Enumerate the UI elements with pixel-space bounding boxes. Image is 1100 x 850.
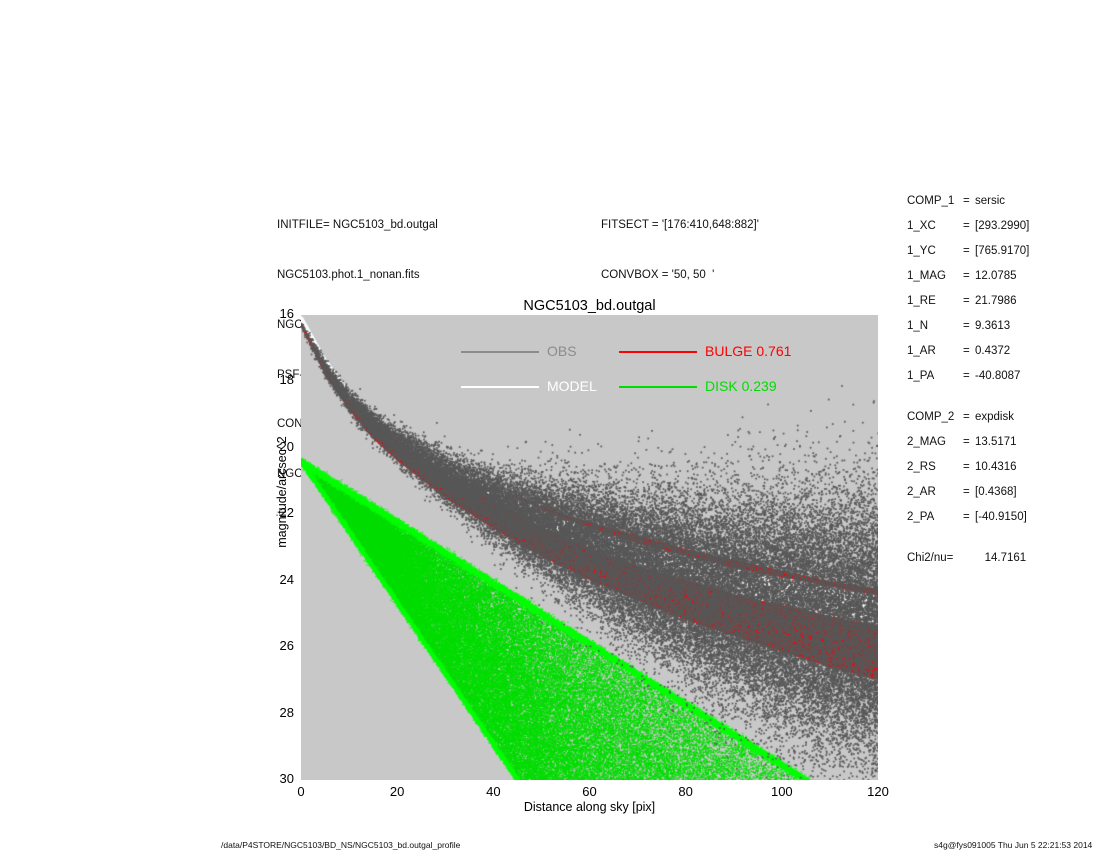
param-equals: = (963, 486, 970, 498)
param-key: 1_N (907, 320, 929, 332)
legend-label-bulge: BULGE 0.761 (705, 343, 792, 359)
x-tick-label: 60 (582, 784, 597, 799)
x-tick-label: 80 (678, 784, 693, 799)
y-tick-label: 22 (279, 505, 294, 521)
legend-label-obs: OBS (547, 343, 577, 359)
param-row: 1_YC = [765.9170] (907, 239, 1029, 264)
legend-label-disk: DISK 0.239 (705, 378, 777, 394)
footer-file-path: /data/P4STORE/NGC5103/BD_NS/NGC5103_bd.o… (221, 840, 461, 850)
param-row: 2_AR = [0.4368] (907, 480, 1029, 505)
footer-timestamp: s4g@fys091005 Thu Jun 5 22:21:53 2014 (934, 840, 1093, 850)
legend-line-bulge (619, 351, 697, 353)
y-tick-label: 16 (279, 306, 294, 321)
y-tick-label: 30 (279, 771, 294, 786)
header-mid-line: FITSECT = '[176:410,648:882]' (601, 219, 759, 232)
param-equals: = (963, 370, 970, 382)
param-value: 9.3613 (975, 320, 1011, 332)
param-row: 2_MAG = 13.5171 (907, 430, 1029, 455)
y-axis-label: magnitude/arcsec^2 (275, 436, 289, 548)
param-key: 2_MAG (907, 436, 946, 448)
param-spacer (907, 530, 1029, 546)
param-row: 2_RS = 10.4316 (907, 455, 1029, 480)
param-equals: = (963, 270, 970, 282)
param-key: 1_MAG (907, 270, 946, 282)
param-key: COMP_1 (907, 195, 955, 207)
y-tick-label: 18 (279, 372, 294, 388)
param-equals: = (963, 411, 970, 423)
param-row: 1_AR = 0.4372 (907, 339, 1029, 364)
param-key: 1_YC (907, 245, 936, 257)
param-key: 2_AR (907, 486, 936, 498)
param-value: 21.7986 (975, 295, 1017, 307)
x-axis-ticks: 0 20 40 60 80 100 120 (297, 784, 888, 806)
x-axis-label: Distance along sky [pix] (523, 800, 656, 814)
param-value: 10.4316 (975, 461, 1017, 473)
x-tick-label: 40 (486, 784, 501, 799)
legend-line-obs (461, 351, 539, 353)
param-row: 2_PA = [-40.9150] (907, 505, 1029, 530)
param-value: [0.4368] (975, 486, 1017, 498)
header-left-line: NGC5103.phot.1_nonan.fits (277, 268, 420, 281)
param-equals: = (963, 461, 970, 473)
param-row: COMP_1 = sersic (907, 189, 1029, 214)
param-value: [765.9170] (975, 245, 1030, 257)
y-tick-label: 28 (279, 704, 294, 720)
param-equals: = (963, 245, 970, 257)
param-key: 2_RS (907, 461, 936, 473)
param-value: sersic (975, 195, 1006, 207)
param-value: -40.8087 (975, 370, 1021, 382)
legend-label-model: MODEL (547, 378, 597, 394)
param-value: [293.2990] (975, 220, 1030, 232)
param-key: 1_AR (907, 345, 936, 357)
legend-line-model (461, 386, 539, 388)
param-key: 1_RE (907, 295, 936, 307)
param-row: 1_XC = [293.2990] (907, 214, 1029, 239)
param-value: 0.4372 (975, 345, 1011, 357)
param-value: 13.5171 (975, 436, 1017, 448)
x-tick-label: 100 (770, 784, 793, 799)
header-mid-line: CONVBOX = '50, 50 ' (601, 268, 715, 281)
param-value: [-40.9150] (975, 511, 1027, 523)
param-row: Chi2/nu= 14.7161 (907, 546, 1029, 571)
param-equals: = (963, 220, 970, 232)
y-axis-ticks: 16 18 20 22 24 26 28 30 (248, 306, 294, 786)
y-tick-label: 24 (279, 571, 294, 587)
legend-line-disk (619, 386, 697, 388)
x-tick-label: 0 (297, 784, 305, 799)
param-equals: = (963, 295, 970, 307)
param-spacer (907, 389, 1029, 405)
profile-scatter-canvas (301, 315, 878, 780)
param-equals: = (963, 345, 970, 357)
param-equals: = (963, 195, 970, 207)
param-row: 1_PA = -40.8087 (907, 364, 1029, 389)
y-tick-label: 26 (279, 638, 294, 654)
plot-area: OBS MODEL BULGE 0.761 DISK 0.239 (301, 315, 878, 780)
param-equals: = (963, 320, 970, 332)
header-left-line: INITFILE= NGC5103_bd.outgal (277, 219, 438, 232)
param-row: 1_MAG = 12.0785 (907, 264, 1029, 289)
param-row: 1_N = 9.3613 (907, 314, 1029, 339)
param-key: 2_PA (907, 511, 935, 523)
param-row: 1_RE = 21.7986 (907, 289, 1029, 314)
plot-title: NGC5103_bd.outgal (523, 298, 656, 314)
param-row: COMP_2 = expdisk (907, 405, 1029, 430)
param-key: 1_XC (907, 220, 936, 232)
x-tick-label: 20 (389, 784, 405, 799)
param-key: Chi2/nu= (907, 552, 954, 564)
param-value: 12.0785 (975, 270, 1017, 282)
param-equals: = (963, 436, 970, 448)
param-key: 1_PA (907, 370, 935, 382)
param-key: COMP_2 (907, 411, 955, 423)
fit-parameters-panel: COMP_1 = sersic 1_XC = [293.2990] 1_YC = [765.91… (907, 189, 1029, 571)
y-tick-label: 20 (279, 438, 294, 454)
param-equals: = (963, 511, 970, 523)
x-tick-label: 120 (867, 784, 889, 799)
param-value: 14.7161 (975, 552, 1027, 564)
param-value: expdisk (975, 411, 1014, 423)
